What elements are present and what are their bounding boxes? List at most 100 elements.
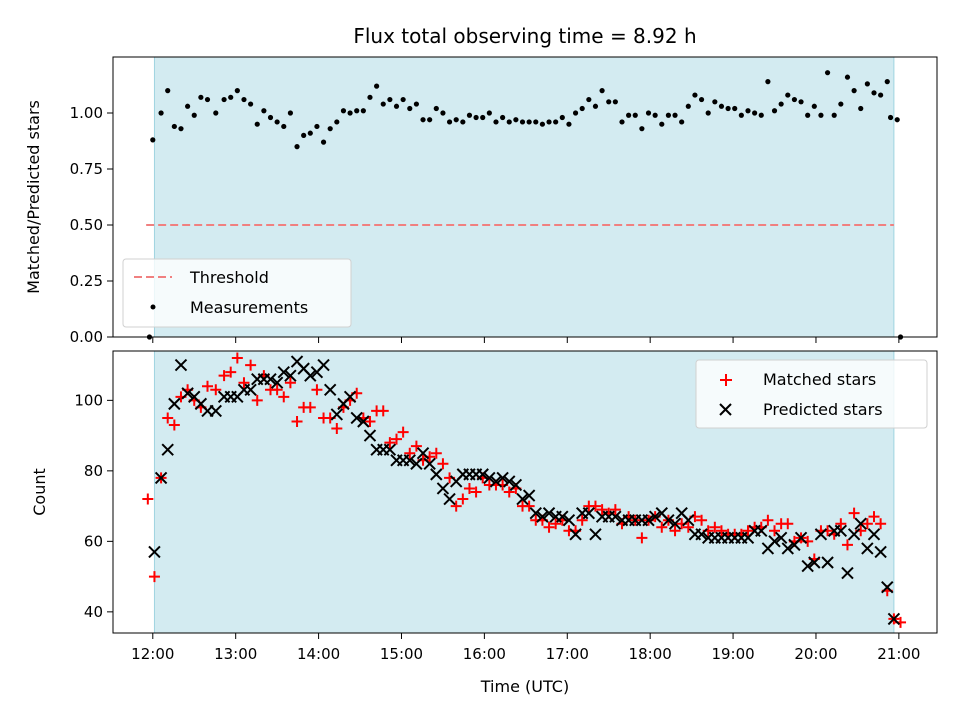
predicted-star-point xyxy=(357,415,370,428)
predicted-star-point xyxy=(861,542,874,555)
predicted-star-point xyxy=(854,517,867,530)
measurement-point xyxy=(400,96,406,103)
measurement-point xyxy=(732,105,738,112)
predicted-star-point xyxy=(841,566,854,580)
bottom-y-tick-label: 40 xyxy=(84,603,103,621)
matched-star-point xyxy=(848,507,860,519)
matched-star-point xyxy=(377,405,389,417)
predicted-star-point xyxy=(343,390,357,404)
matched-star-point xyxy=(669,525,681,537)
matched-star-point xyxy=(463,482,475,494)
predicted-star-point xyxy=(476,468,489,481)
predicted-star-point xyxy=(768,535,781,548)
top-legend-box xyxy=(122,258,352,328)
measurement-point xyxy=(165,88,171,94)
predicted-star-point xyxy=(496,471,509,485)
matched-star-point xyxy=(284,377,296,389)
predicted-star-point xyxy=(410,457,423,471)
predicted-star-point xyxy=(277,365,290,379)
measurement-point xyxy=(150,137,156,143)
measurement-point xyxy=(248,101,254,107)
matched-star-point xyxy=(503,486,515,498)
matched-star-point xyxy=(596,504,608,516)
predicted-star-point xyxy=(161,443,174,456)
matched-star-point xyxy=(835,518,847,530)
predicted-star-point xyxy=(536,510,549,523)
predicted-star-point xyxy=(284,369,297,382)
predicted-star-point xyxy=(270,376,284,389)
measurement-point xyxy=(692,92,698,98)
measurement-point xyxy=(758,112,764,118)
matched-star-point xyxy=(543,521,555,533)
predicted-star-point xyxy=(522,489,536,502)
predicted-star-point xyxy=(264,372,277,386)
x-tick-label: 19:00 xyxy=(711,645,754,663)
measurement-point xyxy=(685,103,691,109)
measurement-point xyxy=(652,112,658,118)
matched-star-point xyxy=(609,504,621,516)
measurement-point xyxy=(221,96,227,103)
matched-star-point xyxy=(868,511,880,523)
measurement-point xyxy=(198,94,204,100)
measurement-point xyxy=(440,110,446,116)
predicted-star-point xyxy=(430,468,443,481)
measurement-point xyxy=(171,123,177,130)
matched-star-point xyxy=(231,352,243,364)
measurement-point xyxy=(287,110,294,116)
measurement-point xyxy=(679,119,685,125)
measurement-point xyxy=(281,123,287,130)
measurement-point xyxy=(453,117,459,123)
matched-star-point xyxy=(291,416,303,427)
matched-star-point xyxy=(311,384,323,396)
predicted-star-point xyxy=(529,506,542,520)
measurement-point xyxy=(254,121,260,127)
matched-star-point xyxy=(384,437,396,449)
measurement-point xyxy=(586,96,592,103)
measurement-point xyxy=(665,112,672,118)
predicted-star-point xyxy=(168,397,181,411)
x-tick-label: 17:00 xyxy=(546,645,589,663)
measurement-point xyxy=(228,94,234,100)
measurement-point xyxy=(639,126,645,132)
measurement-point xyxy=(765,79,771,85)
measurement-point xyxy=(612,99,618,105)
bottom-y-tick-label: 60 xyxy=(84,532,103,550)
matched-star-point xyxy=(709,521,721,533)
bottom-y-tick-label: 100 xyxy=(74,391,103,409)
measurement-point xyxy=(473,114,479,121)
matched-star-point xyxy=(682,521,694,533)
measurement-point xyxy=(811,103,817,109)
measurement-point xyxy=(645,110,652,116)
predicted-star-point xyxy=(416,447,430,460)
matched-star-point xyxy=(168,419,180,431)
matched-star-point xyxy=(430,447,442,459)
predicted-star-point xyxy=(834,524,848,537)
measurement-point xyxy=(771,108,778,114)
measurement-point xyxy=(513,117,519,123)
measurement-point xyxy=(178,126,184,132)
predicted-star-point xyxy=(403,454,416,467)
matched-star-point xyxy=(364,416,376,427)
predicted-star-point xyxy=(350,411,363,425)
x-axis-label: Time (UTC) xyxy=(480,677,569,696)
predicted-star-point xyxy=(436,482,450,495)
measurement-point xyxy=(606,99,612,105)
matched-star-point xyxy=(589,500,601,512)
matched-star-point xyxy=(218,370,230,382)
matched-star-point xyxy=(397,426,409,438)
measurement-point xyxy=(413,101,420,107)
measurement-point xyxy=(354,108,360,114)
top-y-tick-label: 0.75 xyxy=(70,160,103,178)
matched-star-point xyxy=(142,493,154,505)
measurement-point xyxy=(327,126,333,132)
top-axes-frame xyxy=(112,56,938,338)
measurement-point xyxy=(878,92,884,98)
measurement-point xyxy=(191,112,197,118)
bottom-legend-box xyxy=(695,359,928,429)
predicted-star-point xyxy=(323,383,337,396)
measurement-point xyxy=(738,112,744,118)
measurement-point xyxy=(334,119,340,125)
measurement-point xyxy=(831,112,837,118)
measurement-point xyxy=(466,112,473,118)
